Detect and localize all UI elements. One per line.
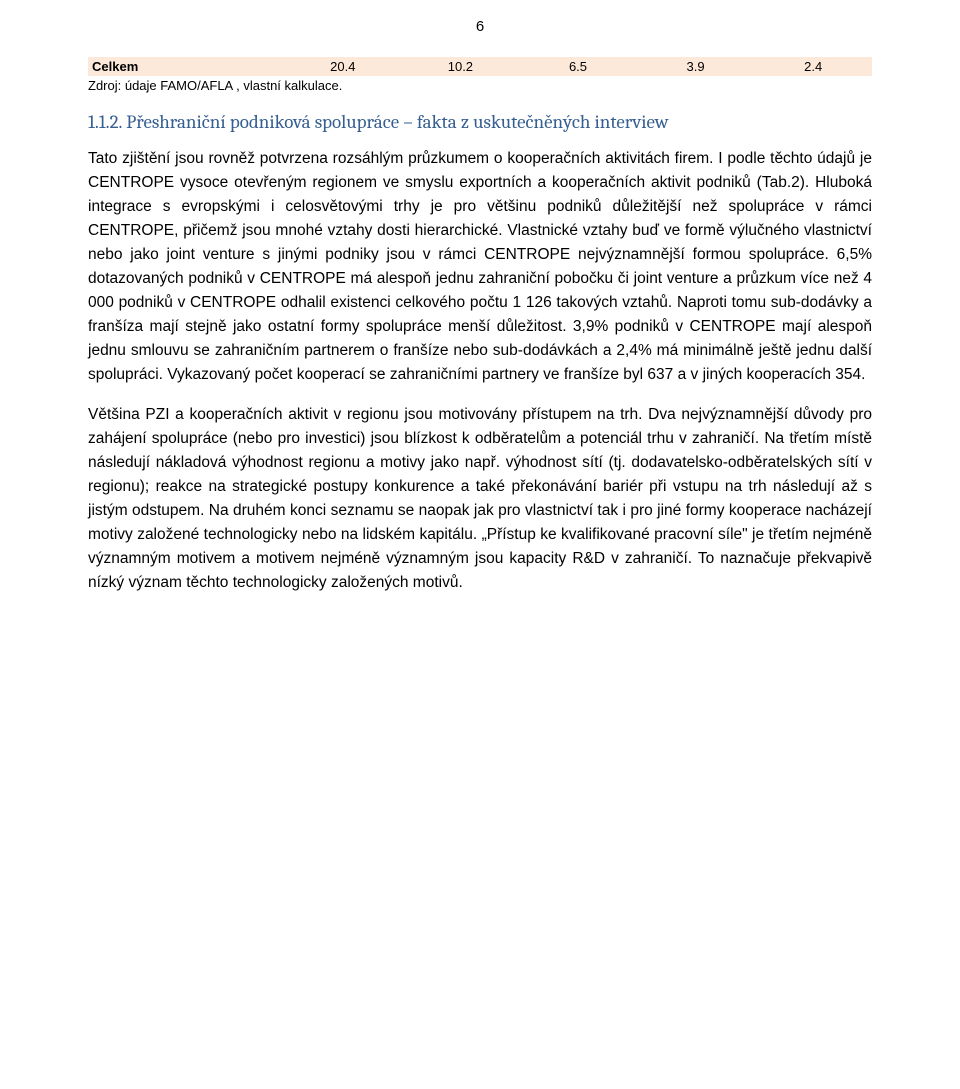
document-page: 6 Celkem 20.4 10.2 6.5 3.9 2.4 Zdroj: úd… [0,0,960,1089]
cell-value: 20.4 [284,57,402,76]
cell-value: 2.4 [754,57,872,76]
summary-table: Celkem 20.4 10.2 6.5 3.9 2.4 [88,57,872,76]
body-paragraph: Tato zjištění jsou rovněž potvrzena rozs… [88,147,872,387]
cell-label: Celkem [88,57,284,76]
cell-value: 10.2 [402,57,520,76]
body-paragraph: Většina PZI a kooperačních aktivit v reg… [88,403,872,595]
section-heading: 1.1.2. Přeshraniční podniková spolupráce… [88,111,872,133]
table-source-note: Zdroj: údaje FAMO/AFLA , vlastní kalkula… [88,78,872,93]
cell-value: 6.5 [519,57,637,76]
page-number: 6 [88,18,872,35]
cell-value: 3.9 [637,57,755,76]
table-row: Celkem 20.4 10.2 6.5 3.9 2.4 [88,57,872,76]
